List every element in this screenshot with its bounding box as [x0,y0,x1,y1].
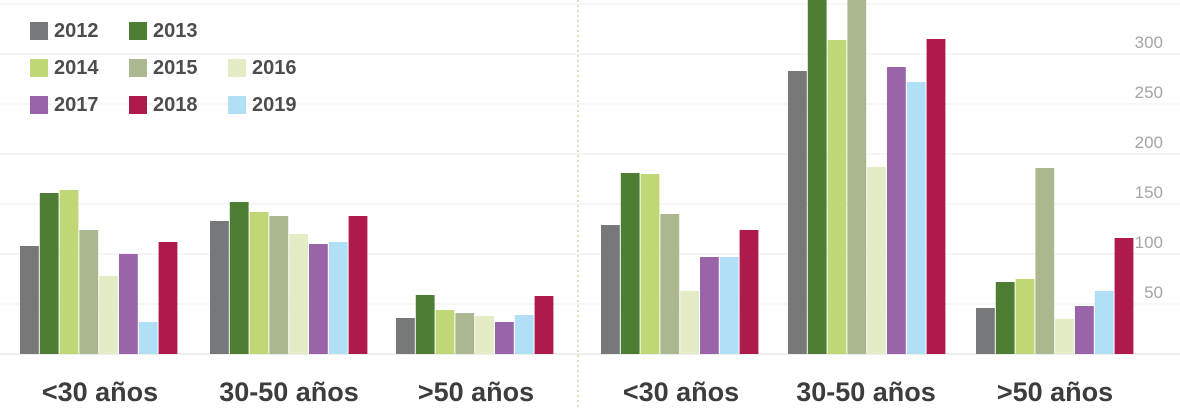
y-tick-label: 100 [1135,233,1163,252]
bar-2019-1 [348,216,368,354]
bar-2017-0 [119,254,138,354]
legend-item-2016: 2016 [228,55,327,81]
bar-2016-2 [1055,319,1074,354]
legend-label: 2019 [252,93,297,116]
legend-label: 2016 [252,56,297,79]
bar-2019-0 [739,230,759,354]
legend-item-2019: 2019 [228,92,327,118]
legend-swatch [228,96,246,114]
bar-2019-2 [1114,238,1134,354]
bar-2018-2 [514,315,534,354]
bar-2019-1 [926,39,946,354]
bar-2012-1 [210,221,229,354]
legend: 2012 2013 2014 2015 2016 2017 2018 2019 [30,18,327,118]
legend-item-2014: 2014 [30,55,129,81]
bar-2015-0 [79,230,99,354]
legend-item-2018: 2018 [129,92,228,118]
legend-label: 2018 [153,93,198,116]
legend-spacer [228,18,327,44]
bar-2014-1 [827,40,847,354]
bar-2016-0 [99,276,118,354]
bar-2018-2 [1094,291,1114,354]
bar-2013-1 [229,202,249,354]
bar-2013-1 [807,0,827,354]
bar-2017-2 [1075,306,1094,354]
bar-2019-0 [158,242,178,354]
legend-swatch [30,59,48,77]
bar-2017-2 [495,322,514,354]
legend-swatch [129,96,147,114]
bar-2014-2 [1015,279,1035,354]
bar-2016-1 [867,167,886,354]
bar-2014-1 [249,212,269,354]
bar-2017-0 [700,257,719,354]
bar-2017-1 [309,244,328,354]
bar-2014-2 [435,310,455,354]
bar-2015-0 [660,214,680,354]
legend-swatch [129,22,147,40]
bar-2012-0 [601,225,620,354]
legend-item-2013: 2013 [129,18,228,44]
bar-2019-2 [534,296,554,354]
legend-item-2012: 2012 [30,18,129,44]
y-tick-label: 50 [1144,283,1163,302]
bar-2018-0 [138,322,158,354]
bar-2014-0 [59,190,79,354]
bar-2018-0 [719,257,739,354]
bar-2012-2 [976,308,995,354]
bar-2013-2 [415,295,435,354]
legend-item-2017: 2017 [30,92,129,118]
legend-swatch [30,22,48,40]
bar-2014-0 [640,174,660,354]
bar-2016-1 [289,234,308,354]
bar-2015-2 [1035,168,1055,354]
bar-2015-1 [847,0,867,354]
legend-swatch [30,96,48,114]
bar-2013-0 [620,173,640,354]
legend-label: 2017 [54,93,99,116]
legend-label: 2012 [54,19,99,42]
y-tick-label: 150 [1135,183,1163,202]
y-tick-label: 250 [1135,83,1163,102]
bar-2016-2 [475,316,494,354]
bar-2016-0 [680,291,699,354]
bar-2015-1 [269,216,289,354]
group-label: 30-50 años [219,377,359,407]
bar-2012-2 [396,318,415,354]
bar-2018-1 [906,82,926,354]
group-label: >50 años [418,377,534,407]
y-tick-label: 200 [1135,133,1163,152]
bar-2017-1 [887,67,906,354]
legend-swatch [228,59,246,77]
legend-label: 2015 [153,56,198,79]
legend-label: 2013 [153,19,198,42]
legend-swatch [129,59,147,77]
legend-label: 2014 [54,56,99,79]
group-label: 30-50 años [796,377,936,407]
group-label: <30 años [42,377,158,407]
y-tick-label: 350 [1135,0,1163,2]
bar-2018-1 [328,242,348,354]
bar-2013-0 [39,193,59,354]
bar-2015-2 [455,313,475,354]
y-tick-label: 300 [1135,33,1163,52]
bar-2012-1 [788,71,807,354]
bar-2012-0 [20,246,39,354]
group-label: >50 años [997,377,1113,407]
bar-2013-2 [995,282,1015,354]
legend-item-2015: 2015 [129,55,228,81]
group-label: <30 años [623,377,739,407]
